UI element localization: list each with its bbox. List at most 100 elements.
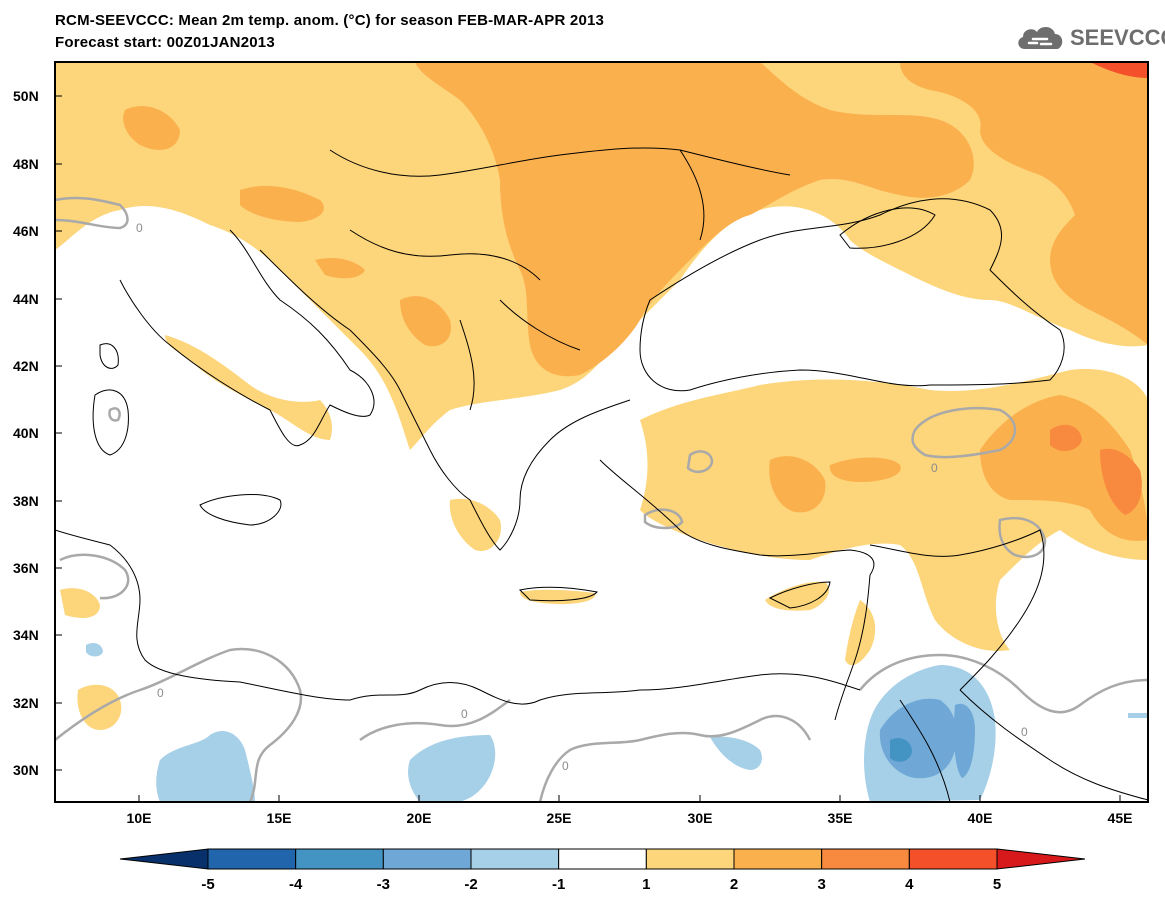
lat-tick-label: 32N [13, 695, 39, 711]
anomaly-region-3to4-ne-corner [1090, 62, 1148, 78]
cloud-icon [1018, 26, 1063, 49]
zero-contour-libya-coast [55, 647, 303, 802]
lat-tick-label: 38N [13, 493, 39, 509]
levant-coast [834, 574, 871, 721]
anomaly-region-2to3-croatia [315, 258, 365, 279]
lon-tick-label: 15E [267, 810, 292, 826]
azov-sea-coast [839, 207, 936, 249]
contour-label: 0 [1021, 725, 1028, 739]
lon-tick-label: 20E [407, 810, 432, 826]
map-title: RCM-SEEVCCC: Mean 2m temp. anom. (°C) fo… [55, 12, 605, 29]
colorbar-swatch [470, 848, 560, 870]
anomaly-region-neg1to2-egypt [710, 736, 762, 770]
lat-tick-label: 36N [13, 560, 39, 576]
sardinia [92, 389, 129, 456]
north-africa-coast [55, 529, 861, 705]
colorbar-swatch [996, 848, 1086, 870]
anomaly-region-neg1to2-tunisia [86, 642, 103, 657]
contour-label: 0 [562, 759, 569, 773]
colorbar-swatch [382, 848, 472, 870]
zero-contour-desert [859, 653, 1148, 714]
anomaly-region-neg3to4-saudi [890, 738, 912, 762]
zero-contour-layer [55, 196, 1148, 802]
colorbar-swatch [821, 848, 910, 870]
anomaly-region-1to2-tunisia [60, 588, 100, 618]
colorbar-swatch [733, 848, 823, 870]
colorbar-swatch [119, 848, 209, 870]
zero-contour-north-africa-mid [359, 698, 511, 742]
lon-tick-label: 10E [127, 810, 152, 826]
colorbar-level-label: -4 [289, 876, 303, 893]
lon-tick-label: 30E [688, 810, 713, 826]
crete [518, 586, 598, 602]
map-frame [54, 61, 1149, 803]
logo-text: SEEVCCC [1070, 25, 1165, 50]
lon-tick-label: 25E [547, 810, 572, 826]
cyprus [768, 581, 831, 609]
zero-contour-aegean-east [686, 450, 714, 474]
colorbar-swatch [295, 848, 384, 870]
lat-tick-label: 50N [13, 88, 39, 104]
lat-tick-label: 44N [13, 291, 39, 307]
anomaly-region-1to2-levant [845, 600, 876, 666]
anomaly-region-2to3-alps [240, 185, 324, 222]
zero-contour-tunisia [59, 553, 130, 600]
contour-label: 0 [931, 461, 938, 475]
contour-label-group: 0 0 0 0 0 0 [136, 221, 1028, 773]
anomaly-fill-layer [55, 62, 1148, 802]
anomaly-region-1to2-peloponnese [449, 498, 501, 551]
lat-axis: 50N 48N 46N 44N 42N 40N 38N 36N 34N 32N … [13, 88, 62, 778]
coastline-layer [55, 147, 1148, 802]
colorbar-level-label: -5 [201, 876, 214, 893]
greece-coast [429, 399, 631, 551]
contour-label: 0 [136, 221, 143, 235]
lat-tick-label: 34N [13, 627, 39, 643]
colorbar-swatch [908, 848, 998, 870]
anomaly-region-2to3-central-anatolia [769, 456, 826, 513]
anomaly-region-2to3-eastern-turkey [980, 395, 1148, 541]
colorbar-level-label: -1 [552, 876, 565, 893]
contour-label: 0 [461, 707, 468, 721]
anomaly-region-1to2-italy [165, 335, 332, 440]
lon-tick-label: 40E [968, 810, 993, 826]
anomaly-region-2to3-central-europe [415, 62, 974, 377]
lat-tick-label: 48N [13, 156, 39, 172]
anomaly-region-2to3-anatolia-east [829, 457, 901, 482]
lat-tick-label: 30N [13, 762, 39, 778]
zero-contour-aegean-south [643, 508, 684, 530]
balkan-borders [329, 149, 581, 411]
anomaly-region-neg1to2-libya [156, 730, 255, 802]
black-sea-coast [639, 198, 1065, 392]
colorbar-level-label: -2 [464, 876, 477, 893]
forecast-start-label: Forecast start: 00Z01JAN2013 [55, 34, 275, 51]
italy-coast [119, 229, 375, 447]
lat-tick-label: 46N [13, 223, 39, 239]
lon-axis: 10E 15E 20E 25E 30E 35E 40E 45E [127, 795, 1133, 826]
colorbar: -5 -4 -3 -2 -1 1 2 3 4 5 [119, 848, 1086, 893]
colorbar-level-label: 3 [817, 876, 825, 893]
colorbar-level-label: -3 [377, 876, 390, 893]
colorbar-swatch [645, 848, 735, 870]
colorbar-level-label: 5 [993, 876, 1001, 893]
colorbar-swatch [207, 848, 297, 870]
anomaly-region-2to3-germany [123, 106, 180, 150]
zero-contour-egypt [538, 714, 812, 802]
middle-east-borders [869, 529, 1148, 802]
anomaly-region-2to3-northeast [900, 62, 1148, 345]
anomaly-region-neg2to3-saudi-east [953, 703, 975, 778]
lat-tick-label: 40N [13, 425, 39, 441]
colorbar-level-label: 1 [642, 876, 650, 893]
colorbar-level-label: 2 [730, 876, 738, 893]
zero-contour-turkey-central [911, 406, 1017, 459]
anomaly-region-3to4-east-turkey [1100, 448, 1142, 515]
anomaly-region-neg1to2-libya-east [408, 735, 496, 802]
anomaly-region-2to3-romania [400, 296, 451, 347]
colorbar-swatch [558, 848, 647, 870]
seevccc-logo: SEEVCCC [1015, 20, 1165, 56]
lon-tick-label: 45E [1108, 810, 1133, 826]
adriatic-east-coast [259, 249, 431, 451]
zero-contour-syria [998, 516, 1047, 559]
anomaly-region-1to2-libya-west [77, 684, 122, 730]
zero-contour-west [55, 196, 129, 230]
